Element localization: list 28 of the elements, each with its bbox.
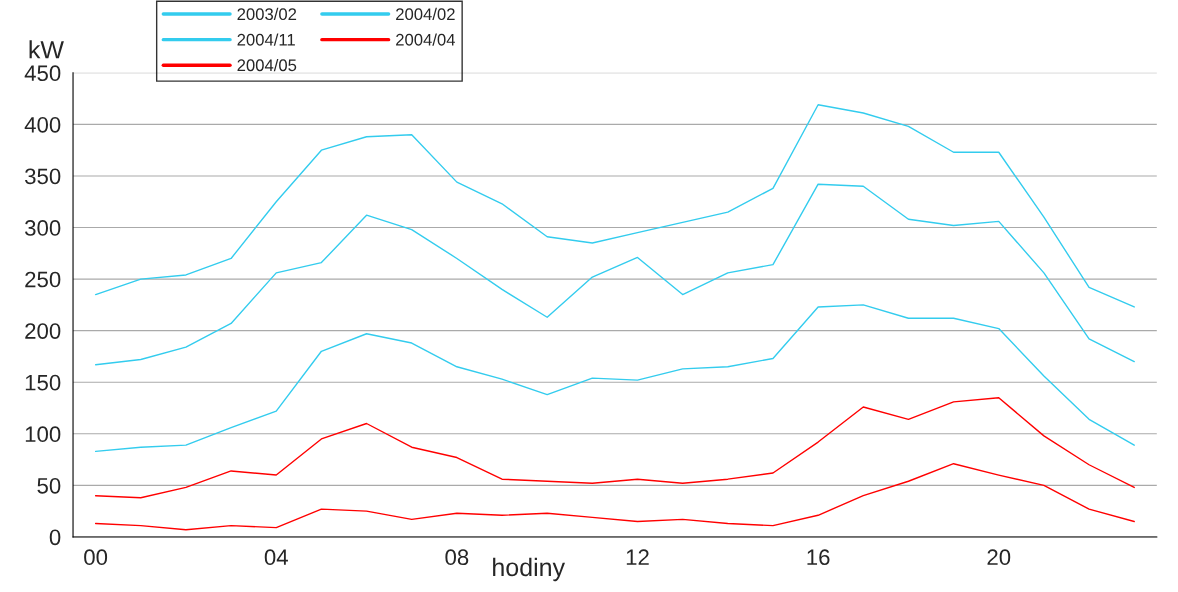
y-axis-title: kW <box>29 40 64 59</box>
y-tick-label: 400 <box>24 116 61 133</box>
x-tick-label: 08 <box>445 549 469 566</box>
y-tick-label: 100 <box>25 426 61 443</box>
legend-label: 2003/02 <box>237 7 297 21</box>
line-series <box>94 104 1135 308</box>
line-series <box>94 463 1135 531</box>
legend-label: 2004/04 <box>396 33 455 46</box>
y-tick-label: 150 <box>25 374 61 391</box>
line-series <box>94 183 1135 366</box>
y-tick-label: 450 <box>24 65 61 82</box>
x-tick-label: 16 <box>807 549 830 566</box>
x-tick-label: 12 <box>626 549 649 565</box>
line-series <box>94 304 1135 453</box>
legend-label: 2004/11 <box>237 33 295 46</box>
legend-label: 2004/05 <box>237 58 297 72</box>
y-tick-label: 200 <box>25 323 61 339</box>
y-tick-label: 50 <box>37 477 61 494</box>
y-tick-label: 0 <box>49 529 61 546</box>
x-tick-label: 00 <box>84 549 108 566</box>
line-series <box>94 397 1135 499</box>
y-tick-label: 250 <box>25 271 61 288</box>
x-tick-label: 04 <box>264 549 288 566</box>
x-axis-title: hodiny <box>493 557 566 582</box>
y-tick-label: 300 <box>25 220 61 236</box>
y-tick-label: 350 <box>25 168 61 185</box>
legend-label: 2004/02 <box>396 7 455 21</box>
x-tick-label: 20 <box>987 549 1011 566</box>
